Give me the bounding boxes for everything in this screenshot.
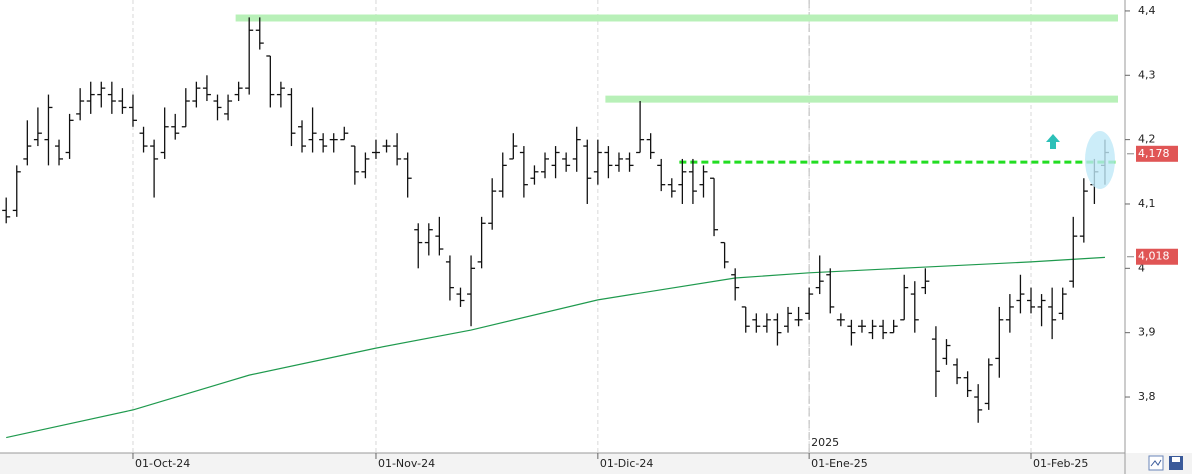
scale-icon (1150, 459, 1162, 467)
y-tick-label: 4,2 (1138, 133, 1156, 146)
y-tick-label: 4,1 (1138, 197, 1156, 210)
foreground: 01-Oct-24 01-Nov-24 01-Dic-24 01-Ene-25 01-F… (132, 4, 1178, 470)
x-tick-label: 01-Feb-25 (1033, 457, 1088, 470)
x-axis-strip (0, 453, 1192, 474)
y-tick-label: 4 (1138, 261, 1145, 274)
price-label-box (1136, 248, 1178, 265)
y-tick-label: 4,3 (1138, 68, 1156, 81)
y-tick-label: 3,8 (1138, 390, 1156, 403)
x-tick-label: 01-Ene-25 (811, 457, 868, 470)
y-tick-label: 4,4 (1138, 4, 1156, 17)
x-tick-label: 01-Dic-24 (600, 457, 654, 470)
highlight-ellipse (1085, 131, 1115, 189)
x-tick-label: 01-Oct-24 (135, 457, 190, 470)
y-tick-label: 3,9 (1138, 326, 1156, 339)
price-label-box (1136, 145, 1178, 162)
x-tick-label: 01-Nov-24 (378, 457, 435, 470)
plot (2, 0, 1118, 453)
price-label: 4,018 (1138, 250, 1170, 263)
price-label: 4,178 (1138, 147, 1170, 160)
moving-average (6, 256, 1105, 439)
year-label: 2025 (811, 436, 839, 449)
arrow-marker (1046, 134, 1060, 149)
save-icon (1172, 457, 1180, 462)
